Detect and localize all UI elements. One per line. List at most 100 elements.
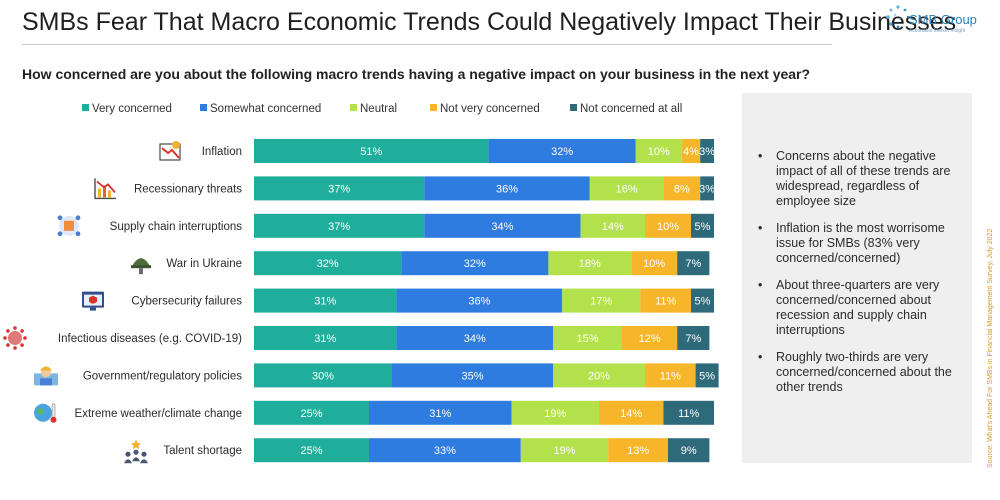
- logo-dots-icon: [886, 5, 910, 29]
- bar-segment: [396, 326, 553, 350]
- bar-segment: [562, 288, 641, 313]
- data-label: 34%: [491, 221, 513, 233]
- recession-chart-icon: [94, 178, 116, 200]
- data-label: 20%: [588, 370, 610, 382]
- data-label: 9%: [681, 445, 697, 457]
- key-findings-panel: • Concerns about the negative impact of a…: [742, 93, 972, 463]
- icon-part: [57, 231, 63, 237]
- data-label: 32%: [551, 146, 573, 158]
- icon-part: [96, 180, 116, 193]
- data-label: 7%: [685, 333, 701, 345]
- icon-part: [125, 451, 131, 457]
- icon-part: [51, 403, 56, 419]
- bar-segment: [511, 400, 599, 425]
- data-label: 37%: [328, 183, 350, 195]
- data-label: 11%: [678, 408, 699, 420]
- data-label: 14%: [602, 221, 624, 233]
- icon-part: [131, 439, 141, 450]
- icon-part: [50, 416, 57, 423]
- bullet-symbol: •: [758, 278, 763, 292]
- bar-segment: [424, 213, 581, 238]
- chart-question: How concerned are you about the followin…: [22, 66, 811, 82]
- bar-segment: [424, 176, 590, 201]
- icon-part: [133, 449, 139, 455]
- bar-segment: [631, 251, 678, 276]
- data-label: 32%: [464, 258, 486, 270]
- security-screen-icon: [82, 291, 104, 311]
- data-label: 5%: [699, 370, 715, 382]
- data-label: 10%: [657, 221, 679, 233]
- icon-part: [20, 343, 24, 347]
- army-helmet-icon: [131, 258, 151, 275]
- data-label: 7%: [685, 258, 701, 270]
- page-title: SMBs Fear That Macro Economic Trends Cou…: [22, 8, 957, 36]
- data-label: 11%: [660, 370, 681, 382]
- icon-part: [140, 459, 148, 464]
- data-label: 18%: [579, 258, 601, 270]
- bar-segment: [691, 288, 714, 313]
- bar-segment: [254, 400, 369, 425]
- icon-part: [64, 220, 74, 231]
- icon-part: [38, 408, 44, 415]
- bar-segment: [622, 326, 678, 350]
- icon-part: [40, 366, 52, 371]
- legend-swatch: [430, 104, 437, 112]
- data-label: 12%: [639, 333, 661, 345]
- data-label: 25%: [300, 445, 322, 457]
- bar-segment: [681, 139, 701, 163]
- bar-segment: [401, 251, 549, 276]
- source-note: Source: What's Ahead For SMBs in Financi…: [987, 229, 994, 468]
- icon-part: [132, 258, 150, 267]
- logo-name: SMB Group: [909, 12, 977, 27]
- bar-segment: [645, 363, 696, 388]
- bullet-symbol: •: [758, 221, 763, 235]
- legend-label: Neutral: [360, 103, 398, 115]
- data-label: 5%: [695, 296, 711, 308]
- legend-item: Neutral: [350, 103, 397, 115]
- category-label: Inflation: [202, 146, 242, 158]
- bar-segment: [608, 438, 668, 463]
- team-star-icon: [124, 439, 148, 464]
- icon-part: [40, 378, 52, 386]
- data-label: 33%: [434, 445, 456, 457]
- icon-part: [141, 451, 147, 457]
- data-label: 51%: [360, 146, 382, 158]
- data-label: 8%: [674, 183, 690, 195]
- stacked-bar-chart: Inflation 51% 32% 10% 4% 3%Recessionary threa…: [3, 139, 719, 464]
- logo-tagline: Actionable Market Insight: [909, 28, 966, 34]
- finding-item: • Roughly two-thirds are very concerned/c…: [756, 350, 961, 395]
- smb-group-logo: SMB Group Actionable Market Insight: [885, 2, 995, 42]
- data-label: 36%: [496, 183, 518, 195]
- bar-segment: [663, 176, 701, 201]
- icon-part: [89, 295, 97, 304]
- icon-part: [57, 215, 63, 221]
- finding-item: • About three-quarters are very concerned…: [756, 278, 961, 338]
- icon-part: [108, 190, 111, 198]
- key-findings-list: • Concerns about the negative impact of a…: [756, 149, 961, 407]
- bar-segment: [254, 326, 397, 350]
- data-label: 13%: [627, 445, 649, 457]
- bar-segment: [691, 213, 714, 238]
- bar-segment: [254, 363, 392, 388]
- category-label: Supply chain interruptions: [110, 221, 243, 233]
- legend-swatch: [350, 104, 357, 112]
- icon-part: [172, 141, 180, 149]
- icon-part: [75, 231, 81, 237]
- bar-segment: [254, 213, 425, 238]
- icon-part: [23, 336, 27, 340]
- bar-segment: [369, 438, 521, 463]
- category-label: War in Ukraine: [166, 258, 242, 270]
- icon-part: [20, 329, 24, 333]
- supply-chain-icon: [57, 215, 81, 237]
- data-label: 10%: [643, 258, 665, 270]
- icon-part: [13, 346, 17, 350]
- icon-part: [161, 147, 180, 159]
- bar-segment: [520, 438, 609, 463]
- legend-item: Not concerned at all: [570, 103, 682, 115]
- finding-item: • Inflation is the most worrisome issue f…: [756, 221, 961, 266]
- bar-segment: [254, 139, 489, 163]
- data-label: 11%: [655, 296, 676, 308]
- icon-part: [98, 188, 101, 198]
- finding-text: Roughly two-thirds are very concerned/co…: [776, 350, 952, 394]
- icon-part: [13, 326, 17, 330]
